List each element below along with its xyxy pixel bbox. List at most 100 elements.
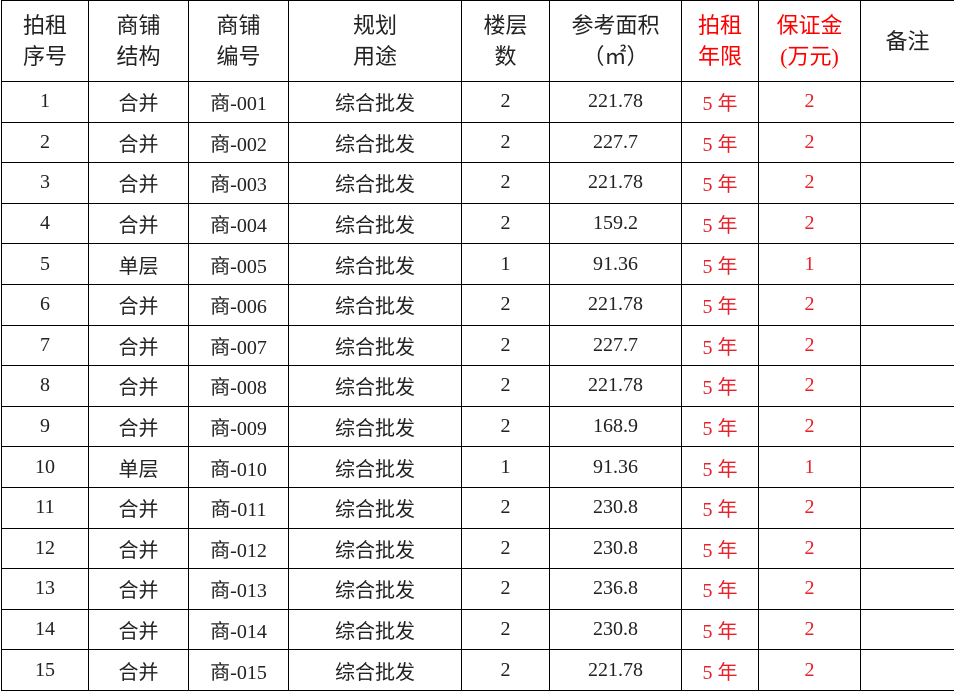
- header-line: （㎡）: [582, 44, 649, 69]
- header-line: 结构: [116, 44, 161, 69]
- cell-floors: 2: [461, 649, 550, 691]
- cell-shop-structure: 合并: [88, 324, 189, 367]
- cell-floors: 2: [461, 486, 550, 529]
- cell-floors: 2: [461, 283, 550, 326]
- cell-shop-code: 商-010: [188, 446, 289, 488]
- cell-deposit: 2: [758, 365, 861, 407]
- header-line: 序号: [22, 44, 67, 69]
- header-line: 数: [494, 44, 517, 69]
- header-line: (万元): [780, 44, 839, 69]
- cell-floors: 2: [461, 121, 550, 164]
- cell-shop-code: 商-007: [188, 324, 289, 367]
- cell-shop-structure: 单层: [88, 243, 189, 285]
- cell-remarks: [860, 283, 954, 326]
- cell-reference-area: 91.36: [549, 446, 682, 488]
- cell-remarks: [860, 202, 954, 245]
- cell-shop-code: 商-012: [188, 527, 289, 570]
- cell-shop-structure: 合并: [88, 283, 189, 326]
- cell-planned-use: 综合批发: [288, 162, 462, 204]
- cell-reference-area: 159.2: [549, 202, 682, 245]
- cell-reference-area: 221.78: [549, 81, 682, 123]
- cell-shop-code: 商-008: [188, 365, 289, 407]
- cell-shop-structure: 合并: [88, 162, 189, 204]
- cell-lease-term: 5 年: [681, 527, 759, 570]
- cell-planned-use: 综合批发: [288, 568, 462, 610]
- cell-lease-term: 5 年: [681, 283, 759, 326]
- header-line: 用途: [352, 44, 397, 69]
- header-lot-number: 拍租 序号: [1, 0, 89, 82]
- cell-lease-term: 5 年: [681, 365, 759, 407]
- cell-lease-term: 5 年: [681, 405, 759, 448]
- header-floors: 楼层数: [461, 0, 550, 82]
- cell-planned-use: 综合批发: [288, 649, 462, 691]
- cell-remarks: [860, 365, 954, 407]
- cell-reference-area: 221.78: [549, 649, 682, 691]
- cell-lot-number: 13: [1, 568, 89, 610]
- cell-remarks: [860, 649, 954, 691]
- cell-lot-number: 6: [1, 283, 89, 326]
- cell-deposit: 2: [758, 324, 861, 367]
- cell-deposit: 2: [758, 202, 861, 245]
- cell-shop-structure: 合并: [88, 405, 189, 448]
- cell-remarks: [860, 324, 954, 367]
- header-line: 编号: [216, 44, 261, 69]
- cell-lease-term: 5 年: [681, 608, 759, 651]
- cell-lot-number: 7: [1, 324, 89, 367]
- cell-remarks: [860, 121, 954, 164]
- cell-floors: 2: [461, 202, 550, 245]
- cell-shop-structure: 合并: [88, 608, 189, 651]
- cell-planned-use: 综合批发: [288, 405, 462, 448]
- header-line: 楼层: [483, 13, 528, 38]
- cell-shop-structure: 合并: [88, 527, 189, 570]
- cell-lot-number: 5: [1, 243, 89, 285]
- cell-remarks: [860, 405, 954, 448]
- cell-lot-number: 12: [1, 527, 89, 570]
- cell-shop-structure: 单层: [88, 446, 189, 488]
- header-planned-use: 规划 用途: [288, 0, 462, 82]
- cell-shop-structure: 合并: [88, 486, 189, 529]
- cell-deposit: 2: [758, 121, 861, 164]
- cell-deposit: 2: [758, 527, 861, 570]
- cell-lease-term: 5 年: [681, 202, 759, 245]
- cell-floors: 2: [461, 405, 550, 448]
- cell-lease-term: 5 年: [681, 649, 759, 691]
- header-line: 拍租: [22, 13, 67, 38]
- cell-planned-use: 综合批发: [288, 365, 462, 407]
- cell-lease-term: 5 年: [681, 162, 759, 204]
- cell-planned-use: 综合批发: [288, 283, 462, 326]
- cell-shop-code: 商-003: [188, 162, 289, 204]
- header-remarks: 备注: [860, 0, 954, 82]
- header-shop-structure: 商铺 结构: [88, 0, 189, 82]
- table-body: 1 合并 商-001 综合批发 2 221.78 5 年 2 2 合并 商-002 综合批发 2 227.…: [1, 81, 954, 691]
- cell-lease-term: 5 年: [681, 324, 759, 367]
- cell-floors: 2: [461, 608, 550, 651]
- cell-deposit: 2: [758, 608, 861, 651]
- cell-planned-use: 综合批发: [288, 243, 462, 285]
- cell-floors: 1: [461, 243, 550, 285]
- cell-planned-use: 综合批发: [288, 324, 462, 367]
- cell-reference-area: 91.36: [549, 243, 682, 285]
- cell-deposit: 2: [758, 81, 861, 123]
- cell-lease-term: 5 年: [681, 568, 759, 610]
- header-line: 保证金: [776, 13, 843, 38]
- cell-lot-number: 4: [1, 202, 89, 245]
- cell-lot-number: 3: [1, 162, 89, 204]
- cell-shop-code: 商-005: [188, 243, 289, 285]
- cell-reference-area: 230.8: [549, 527, 682, 570]
- cell-planned-use: 综合批发: [288, 608, 462, 651]
- cell-remarks: [860, 527, 954, 570]
- cell-remarks: [860, 446, 954, 488]
- cell-deposit: 2: [758, 486, 861, 529]
- cell-reference-area: 230.8: [549, 486, 682, 529]
- cell-lease-term: 5 年: [681, 486, 759, 529]
- header-shop-code: 商铺 编号: [188, 0, 289, 82]
- cell-planned-use: 综合批发: [288, 202, 462, 245]
